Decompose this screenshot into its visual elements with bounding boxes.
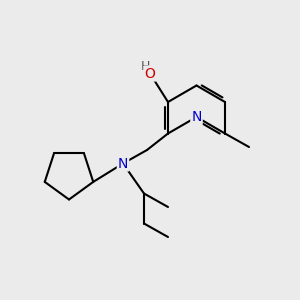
Text: N: N (191, 110, 202, 124)
Text: H: H (141, 60, 150, 74)
Text: O: O (145, 67, 155, 80)
Text: N: N (118, 157, 128, 170)
